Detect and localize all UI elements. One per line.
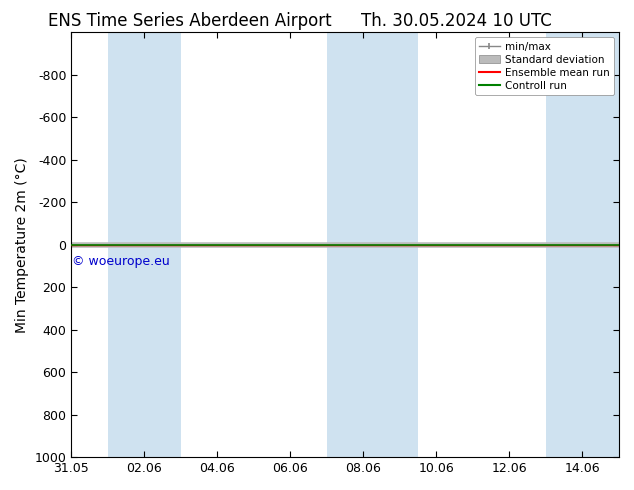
- Bar: [108, 32, 181, 457]
- Text: Th. 30.05.2024 10 UTC: Th. 30.05.2024 10 UTC: [361, 12, 552, 30]
- Bar: [327, 32, 418, 457]
- Legend: min/max, Standard deviation, Ensemble mean run, Controll run: min/max, Standard deviation, Ensemble me…: [475, 37, 614, 95]
- Text: © woeurope.eu: © woeurope.eu: [72, 255, 169, 268]
- Text: ENS Time Series Aberdeen Airport: ENS Time Series Aberdeen Airport: [48, 12, 332, 30]
- Bar: [546, 32, 619, 457]
- Y-axis label: Min Temperature 2m (°C): Min Temperature 2m (°C): [15, 157, 29, 333]
